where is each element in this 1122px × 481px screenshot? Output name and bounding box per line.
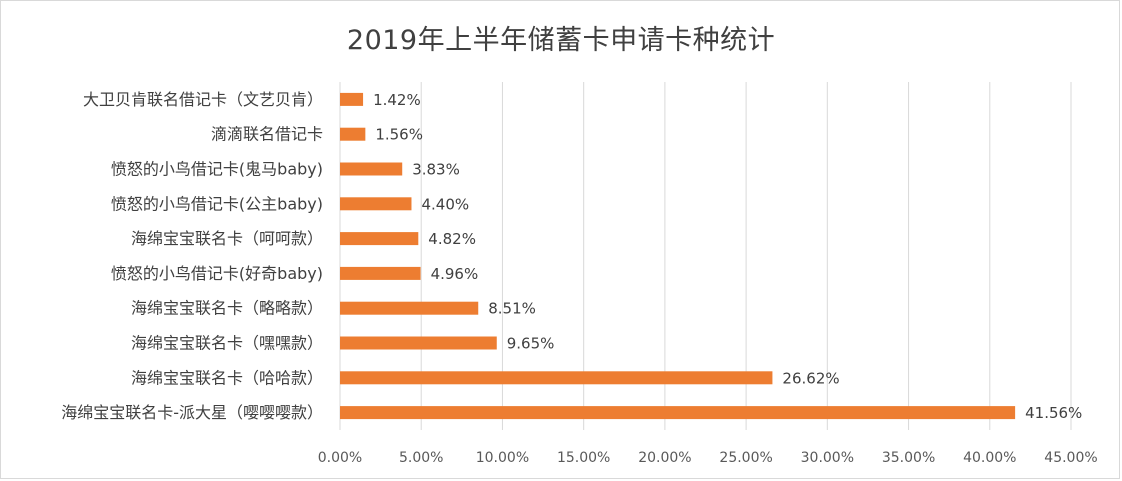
chart-title: 2019年上半年储蓄卡申请卡种统计 [346,25,776,56]
bar [340,371,773,385]
x-tick-label: 35.00% [882,450,935,466]
data-label: 1.56% [375,126,423,144]
x-tick-label: 40.00% [963,450,1016,466]
x-tick-label: 15.00% [557,450,610,466]
category-label: 海绵宝宝联名卡（哈哈款） [131,368,323,387]
x-tick-label: 25.00% [719,450,772,466]
x-tick-labels: 0.00% 5.00% 10.00% 15.00% 20.00% 25.00% 30.00%… [318,450,1098,466]
x-tick-label: 45.00% [1044,450,1097,466]
data-label: 26.62% [782,369,839,387]
data-label: 1.42% [373,91,421,109]
bar [340,127,366,141]
category-label: 海绵宝宝联名卡-派大星（嘤嘤嘤款） [61,403,323,422]
category-label: 大卫贝肯联名借记卡（文艺贝肯） [83,90,323,109]
bar [340,197,412,211]
x-tick-label: 5.00% [399,450,443,466]
category-label: 海绵宝宝联名卡（略略款） [131,299,323,318]
x-tick-label: 10.00% [476,450,529,466]
data-label: 4.40% [421,195,469,213]
category-label: 愤怒的小鸟借记卡(鬼马baby) [111,160,323,179]
data-label: 4.96% [431,265,479,283]
bar [340,301,479,315]
data-label: 9.65% [507,335,555,353]
bar [340,232,419,246]
bar [340,336,497,350]
data-label: 41.56% [1025,404,1082,422]
data-label: 3.83% [412,161,460,179]
x-tick-label: 30.00% [801,450,854,466]
x-tick-label: 0.00% [318,450,362,466]
category-label: 愤怒的小鸟借记卡(公主baby) [111,194,323,213]
category-label: 愤怒的小鸟借记卡(好奇baby) [111,264,323,283]
category-label: 海绵宝宝联名卡（嘿嘿款） [131,334,323,353]
category-label: 滴滴联名借记卡 [211,125,323,144]
data-label: 4.82% [428,230,476,248]
x-tick-label: 20.00% [638,450,691,466]
bar [340,162,403,176]
bar [340,406,1016,420]
bars [340,92,1016,420]
data-label: 8.51% [488,300,536,318]
category-label: 海绵宝宝联名卡（呵呵款） [131,229,323,248]
bar [340,92,364,106]
data-labels: 1.42% 1.56% 3.83% 4.40% 4.82% 4.96% 8.51% 9.65%… [373,91,1082,422]
bar [340,266,421,280]
